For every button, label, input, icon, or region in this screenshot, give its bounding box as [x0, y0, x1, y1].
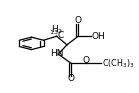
Text: O: O — [68, 74, 75, 83]
Text: HN: HN — [50, 49, 64, 58]
Text: O: O — [83, 56, 90, 65]
Text: O: O — [75, 16, 82, 25]
Text: C(CH$_3$)$_3$: C(CH$_3$)$_3$ — [102, 57, 135, 70]
Text: H$_2$: H$_2$ — [51, 23, 63, 36]
Text: $^{13}$C: $^{13}$C — [49, 29, 65, 41]
Text: OH: OH — [91, 32, 105, 41]
